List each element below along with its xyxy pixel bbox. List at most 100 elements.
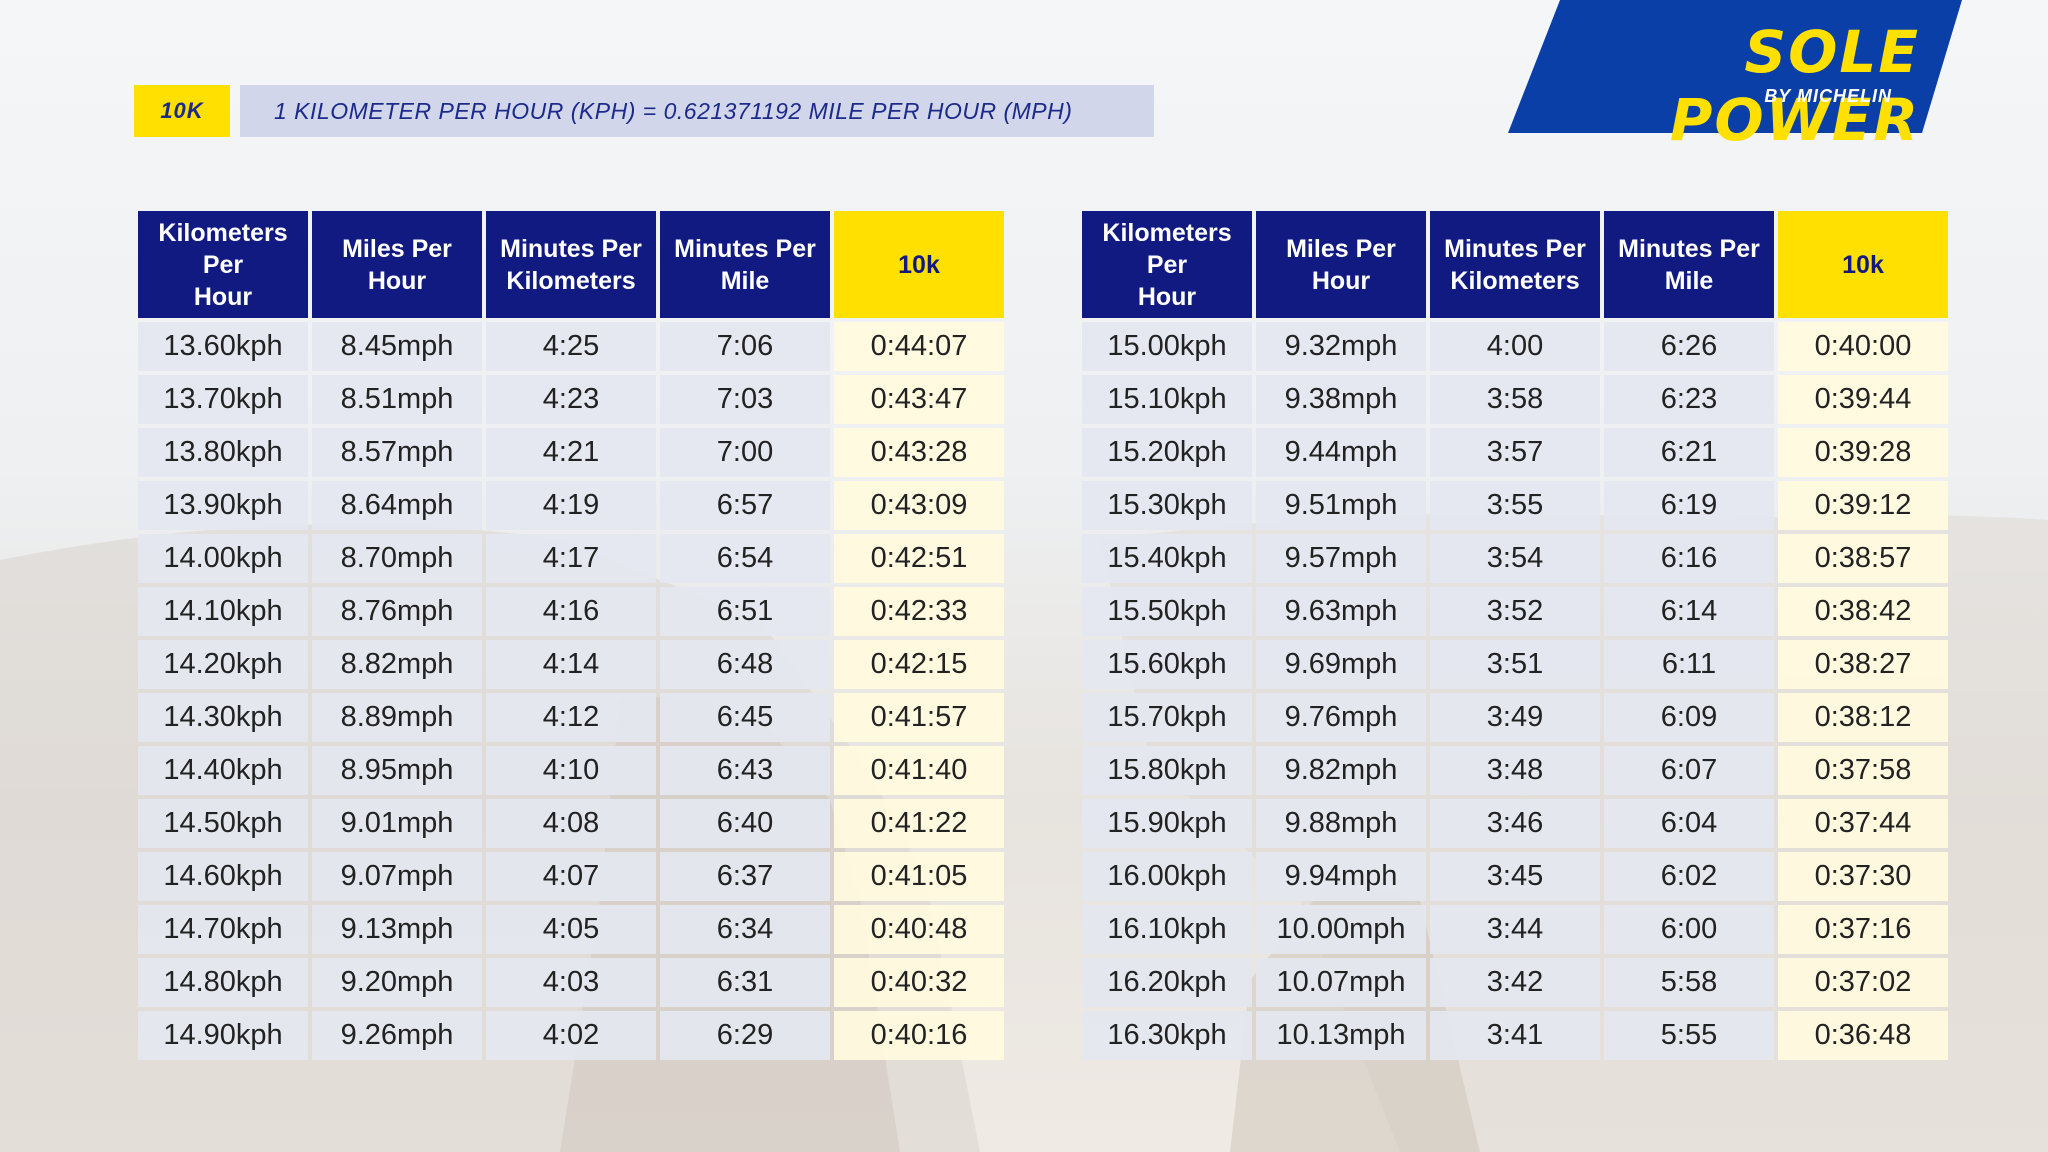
table-row: 14.10kph 8.76mph 4:16 6:51 0:42:33 [138,587,1004,636]
cell-mph: 9.76mph [1256,693,1426,742]
table-row: 14.20kph 8.82mph 4:14 6:48 0:42:15 [138,640,1004,689]
cell-10k-time: 0:40:16 [834,1011,1004,1060]
table-row: 15.00kph 9.32mph 4:00 6:26 0:40:00 [1082,322,1948,371]
cell-min-per-mile: 6:21 [1604,428,1774,477]
cell-min-per-mile: 6:31 [660,958,830,1007]
cell-min-per-km: 3:52 [1430,587,1600,636]
col-header-10k: 10k [834,211,1004,318]
cell-kph: 14.60kph [138,852,308,901]
cell-10k-time: 0:38:57 [1778,534,1948,583]
cell-min-per-km: 4:00 [1430,322,1600,371]
cell-min-per-km: 3:48 [1430,746,1600,795]
cell-min-per-mile: 6:26 [1604,322,1774,371]
cell-min-per-km: 4:14 [486,640,656,689]
cell-mph: 8.51mph [312,375,482,424]
cell-min-per-km: 3:57 [1430,428,1600,477]
cell-min-per-km: 3:46 [1430,799,1600,848]
cell-mph: 9.94mph [1256,852,1426,901]
cell-mph: 10.13mph [1256,1011,1426,1060]
table-row: 16.00kph 9.94mph 3:45 6:02 0:37:30 [1082,852,1948,901]
table-row: 13.90kph 8.64mph 4:19 6:57 0:43:09 [138,481,1004,530]
cell-10k-time: 0:37:58 [1778,746,1948,795]
cell-kph: 14.90kph [138,1011,308,1060]
cell-min-per-km: 4:07 [486,852,656,901]
cell-kph: 15.20kph [1082,428,1252,477]
cell-min-per-km: 3:41 [1430,1011,1600,1060]
cell-mph: 8.70mph [312,534,482,583]
table-row: 15.20kph 9.44mph 3:57 6:21 0:39:28 [1082,428,1948,477]
cell-10k-time: 0:40:00 [1778,322,1948,371]
cell-mph: 8.89mph [312,693,482,742]
cell-10k-time: 0:42:33 [834,587,1004,636]
cell-mph: 9.26mph [312,1011,482,1060]
cell-min-per-km: 3:44 [1430,905,1600,954]
cell-mph: 8.57mph [312,428,482,477]
cell-min-per-mile: 7:03 [660,375,830,424]
cell-kph: 14.00kph [138,534,308,583]
cell-kph: 15.10kph [1082,375,1252,424]
cell-min-per-km: 4:17 [486,534,656,583]
cell-mph: 8.76mph [312,587,482,636]
cell-min-per-mile: 7:00 [660,428,830,477]
table-row: 14.00kph 8.70mph 4:17 6:54 0:42:51 [138,534,1004,583]
cell-10k-time: 0:41:22 [834,799,1004,848]
table-row: 15.30kph 9.51mph 3:55 6:19 0:39:12 [1082,481,1948,530]
cell-10k-time: 0:44:07 [834,322,1004,371]
cell-min-per-km: 3:58 [1430,375,1600,424]
table-row: 16.30kph 10.13mph 3:41 5:55 0:36:48 [1082,1011,1948,1060]
cell-10k-time: 0:38:42 [1778,587,1948,636]
cell-min-per-km: 4:19 [486,481,656,530]
cell-kph: 15.70kph [1082,693,1252,742]
cell-kph: 14.40kph [138,746,308,795]
cell-mph: 8.45mph [312,322,482,371]
cell-kph: 15.30kph [1082,481,1252,530]
cell-min-per-mile: 6:29 [660,1011,830,1060]
cell-kph: 14.50kph [138,799,308,848]
cell-min-per-mile: 6:37 [660,852,830,901]
cell-10k-time: 0:36:48 [1778,1011,1948,1060]
table-row: 15.50kph 9.63mph 3:52 6:14 0:38:42 [1082,587,1948,636]
cell-mph: 9.20mph [312,958,482,1007]
cell-kph: 16.20kph [1082,958,1252,1007]
cell-10k-time: 0:39:28 [1778,428,1948,477]
cell-kph: 13.60kph [138,322,308,371]
logo-subtitle: BY MICHELIN [1764,86,1892,106]
cell-mph: 8.82mph [312,640,482,689]
pace-table-left: Kilometers Per Hour Miles Per Hour Minutes… [134,207,1008,1064]
cell-mph: 9.82mph [1256,746,1426,795]
cell-mph: 9.13mph [312,905,482,954]
cell-mph: 10.00mph [1256,905,1426,954]
cell-min-per-km: 3:55 [1430,481,1600,530]
cell-min-per-km: 4:08 [486,799,656,848]
sole-power-logo: SOLE POWER BY MICHELIN [1500,0,1970,154]
cell-kph: 14.10kph [138,587,308,636]
table-row: 14.30kph 8.89mph 4:12 6:45 0:41:57 [138,693,1004,742]
table-row: 14.50kph 9.01mph 4:08 6:40 0:41:22 [138,799,1004,848]
table-row: 14.70kph 9.13mph 4:05 6:34 0:40:48 [138,905,1004,954]
col-header-min-per-km: Minutes Per Kilometers [486,211,656,318]
cell-10k-time: 0:42:51 [834,534,1004,583]
cell-min-per-km: 3:42 [1430,958,1600,1007]
cell-10k-time: 0:43:28 [834,428,1004,477]
cell-mph: 9.07mph [312,852,482,901]
table-row: 15.90kph 9.88mph 3:46 6:04 0:37:44 [1082,799,1948,848]
cell-kph: 16.10kph [1082,905,1252,954]
cell-min-per-mile: 6:40 [660,799,830,848]
cell-kph: 13.70kph [138,375,308,424]
table-row: 15.40kph 9.57mph 3:54 6:16 0:38:57 [1082,534,1948,583]
cell-kph: 15.00kph [1082,322,1252,371]
cell-mph: 9.01mph [312,799,482,848]
cell-kph: 15.90kph [1082,799,1252,848]
header-row: Kilometers Per Hour Miles Per Hour Minutes… [138,211,1004,318]
cell-min-per-mile: 6:04 [1604,799,1774,848]
cell-mph: 10.07mph [1256,958,1426,1007]
cell-kph: 14.30kph [138,693,308,742]
cell-min-per-km: 3:54 [1430,534,1600,583]
cell-kph: 16.30kph [1082,1011,1252,1060]
cell-min-per-km: 4:12 [486,693,656,742]
cell-mph: 9.63mph [1256,587,1426,636]
cell-min-per-mile: 6:43 [660,746,830,795]
col-header-kph: Kilometers Per Hour [138,211,308,318]
table-row: 15.60kph 9.69mph 3:51 6:11 0:38:27 [1082,640,1948,689]
col-header-kph: Kilometers Per Hour [1082,211,1252,318]
